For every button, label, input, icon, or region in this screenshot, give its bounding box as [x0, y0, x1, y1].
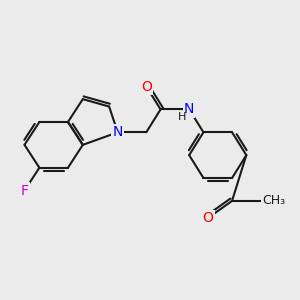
Text: O: O: [202, 211, 214, 225]
Text: F: F: [20, 184, 28, 198]
Text: O: O: [141, 80, 152, 94]
Text: N: N: [184, 102, 194, 116]
Text: H: H: [178, 112, 186, 122]
Text: CH₃: CH₃: [262, 194, 285, 207]
Text: N: N: [112, 125, 123, 139]
